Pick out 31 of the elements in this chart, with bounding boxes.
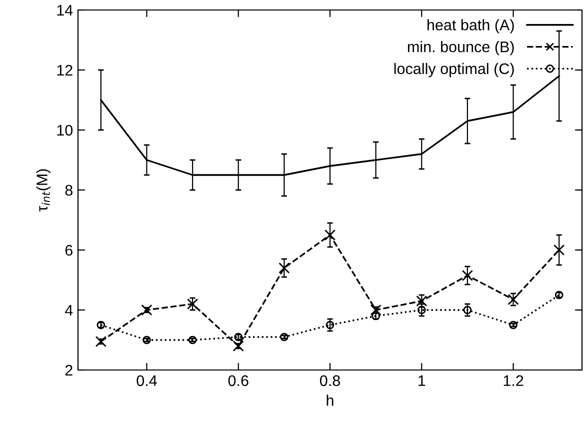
y-tick-label: 14 (57, 5, 73, 16)
point (326, 320, 334, 330)
x-tick-label: 1 (418, 375, 426, 386)
x-tick-label: 0.8 (320, 375, 340, 386)
point (280, 332, 288, 342)
y-axis-title: τ$_{int}$(M) (36, 169, 50, 212)
y-tick-label: 10 (57, 124, 73, 136)
y-tick-label: 12 (57, 64, 72, 76)
point (463, 306, 472, 314)
x-tick-label: 0.4 (136, 375, 157, 386)
point (186, 298, 198, 310)
legend-label: min. bounce (B) (408, 41, 514, 56)
point (324, 229, 336, 241)
x-tick-label: 0.6 (228, 375, 248, 386)
x-tick-label: 1.2 (504, 375, 524, 386)
legend-label: locally optimal (C) (394, 62, 514, 78)
y-tick-label: 2 (65, 364, 72, 376)
point (188, 336, 197, 344)
legend-label: heat bath (A) (428, 19, 514, 34)
point (509, 320, 518, 330)
y-tick-label: 8 (65, 184, 72, 196)
y-tick-label: 4 (64, 305, 73, 316)
point (95, 336, 106, 348)
point (278, 262, 290, 274)
point (141, 304, 152, 316)
x-axis-title: h (326, 394, 334, 406)
point (232, 340, 244, 352)
point (142, 336, 151, 344)
point (462, 270, 474, 282)
y-tick-label: 6 (65, 244, 72, 256)
point (554, 244, 565, 256)
